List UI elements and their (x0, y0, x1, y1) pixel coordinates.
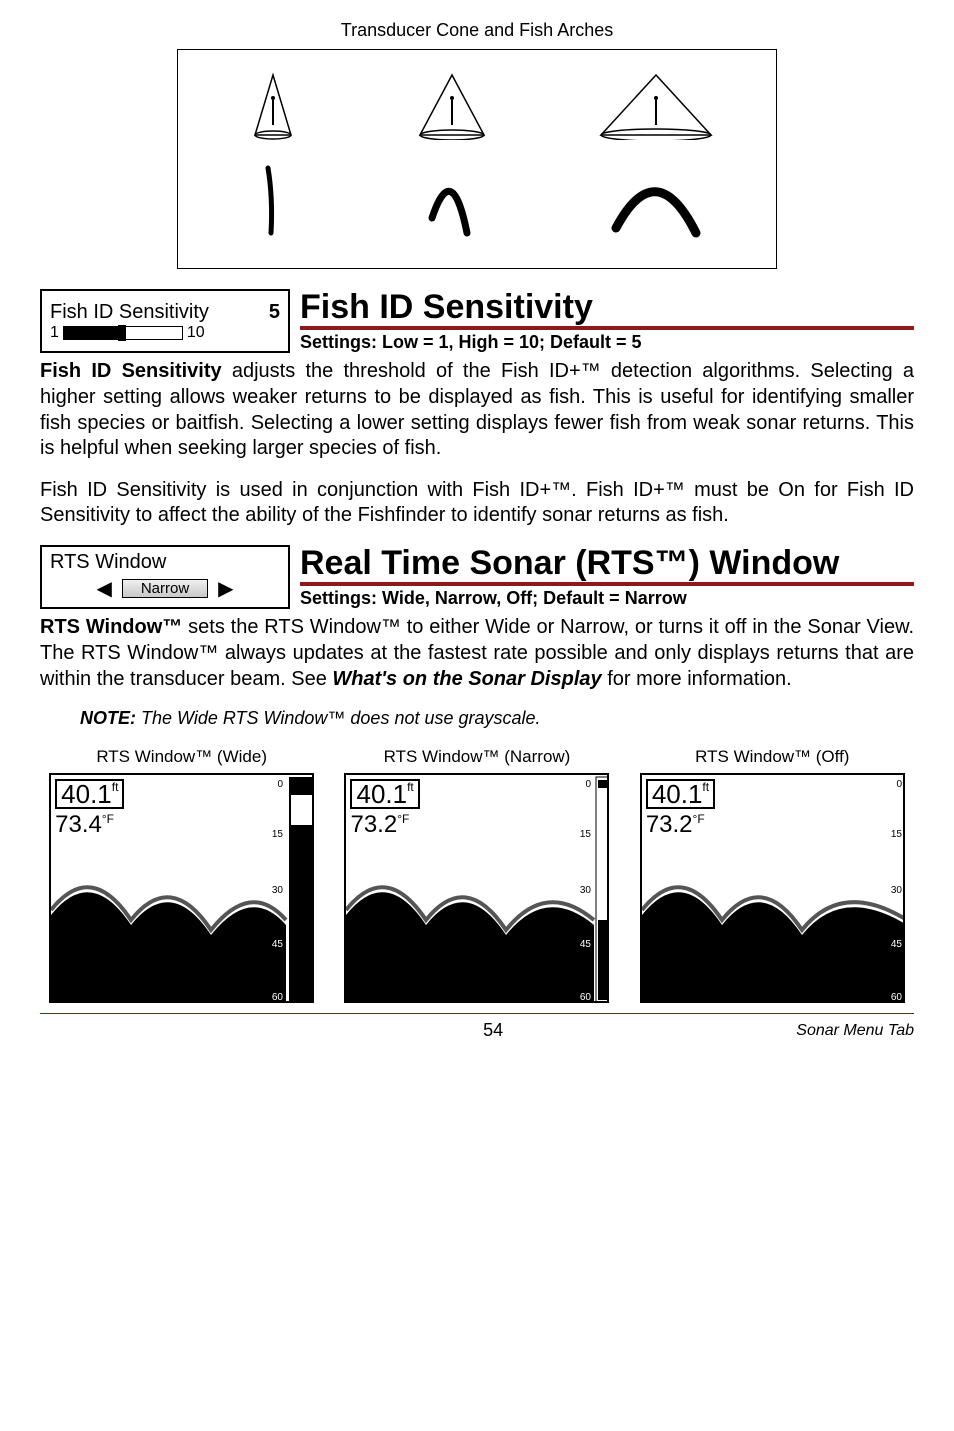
fish-id-para-1-bold: Fish ID Sensitivity (40, 360, 222, 382)
depth-reading: 40.1ft (55, 779, 124, 809)
svg-text:30: 30 (272, 885, 284, 896)
fish-id-control-label: Fish ID Sensitivity (50, 301, 209, 324)
cone-narrow-icon (233, 70, 313, 140)
temp-reading: 73.2°F (646, 813, 705, 837)
rts-off-display: 0 15 30 45 60 40.1ft 73.2°F (640, 773, 905, 1003)
rts-off-caption: RTS Window™ (Off) (631, 747, 914, 767)
rts-screenshots-row: RTS Window™ (Wide) 0 15 30 45 60 40.1ft … (40, 747, 914, 1003)
fish-id-settings: Settings: Low = 1, High = 10; Default = … (300, 332, 914, 353)
rts-para-bold: RTS Window™ (40, 616, 182, 638)
rts-para: RTS Window™ sets the RTS Window™ to eith… (40, 615, 914, 692)
rts-wide-display: 0 15 30 45 60 40.1ft 73.4°F (49, 773, 314, 1003)
svg-text:15: 15 (580, 829, 592, 840)
fish-id-para-1: Fish ID Sensitivity adjusts the threshol… (40, 359, 914, 461)
temp-reading: 73.2°F (350, 813, 409, 837)
rts-narrow-caption: RTS Window™ (Narrow) (335, 747, 618, 767)
section-label: Sonar Menu Tab (796, 1022, 914, 1040)
depth-reading: 40.1ft (646, 779, 715, 809)
svg-text:15: 15 (272, 829, 284, 840)
right-arrow-icon[interactable]: ▶ (218, 576, 233, 601)
temp-reading: 73.4°F (55, 813, 114, 837)
svg-text:60: 60 (891, 992, 903, 1003)
svg-text:60: 60 (580, 992, 592, 1003)
fish-id-sensitivity-control[interactable]: Fish ID Sensitivity 5 1 10 (40, 289, 290, 353)
svg-text:0: 0 (278, 779, 284, 790)
svg-text:60: 60 (272, 992, 284, 1003)
rts-control-value: Narrow (122, 579, 208, 598)
fish-id-para-2: Fish ID Sensitivity is used in conjuncti… (40, 478, 914, 529)
svg-text:0: 0 (896, 779, 902, 790)
fish-id-max: 10 (187, 324, 205, 342)
cone-wide-icon (591, 70, 721, 140)
svg-text:30: 30 (580, 885, 592, 896)
depth-reading: 40.1ft (350, 779, 419, 809)
rts-note-label: NOTE: (80, 708, 136, 728)
fish-id-min: 1 (50, 324, 59, 342)
svg-text:15: 15 (891, 829, 903, 840)
fish-id-heading: Fish ID Sensitivity (300, 289, 914, 330)
page-footer: 54 Sonar Menu Tab (40, 1013, 914, 1041)
rts-note: NOTE: The Wide RTS Window™ does not use … (80, 708, 914, 729)
rts-heading: Real Time Sonar (RTS™) Window (300, 545, 914, 586)
cone-medium-icon (402, 70, 502, 140)
cone-arch-figure (177, 49, 777, 269)
arch-medium-icon (412, 148, 492, 248)
rts-window-control[interactable]: RTS Window ◀ Narrow ▶ (40, 545, 290, 609)
left-arrow-icon[interactable]: ◀ (96, 576, 111, 601)
svg-text:45: 45 (272, 939, 284, 950)
rts-para-end: for more information. (602, 668, 792, 690)
svg-text:45: 45 (891, 939, 903, 950)
rts-narrow-display: 0 15 30 45 60 40.1ft 73.2°F (344, 773, 609, 1003)
rts-wide-caption: RTS Window™ (Wide) (40, 747, 323, 767)
svg-text:0: 0 (586, 779, 592, 790)
svg-text:30: 30 (891, 885, 903, 896)
fish-id-control-value: 5 (269, 301, 280, 324)
cone-figure-caption: Transducer Cone and Fish Arches (40, 20, 914, 41)
page-number: 54 (483, 1020, 503, 1041)
rts-para-italic: What's on the Sonar Display (332, 668, 601, 690)
svg-text:45: 45 (580, 939, 592, 950)
arch-wide-icon (601, 148, 711, 248)
fish-id-slider-track[interactable] (63, 326, 183, 340)
rts-control-label: RTS Window (50, 551, 280, 574)
arch-narrow-icon (243, 148, 303, 248)
rts-settings: Settings: Wide, Narrow, Off; Default = N… (300, 588, 914, 609)
rts-note-text: The Wide RTS Window™ does not use graysc… (136, 708, 541, 728)
